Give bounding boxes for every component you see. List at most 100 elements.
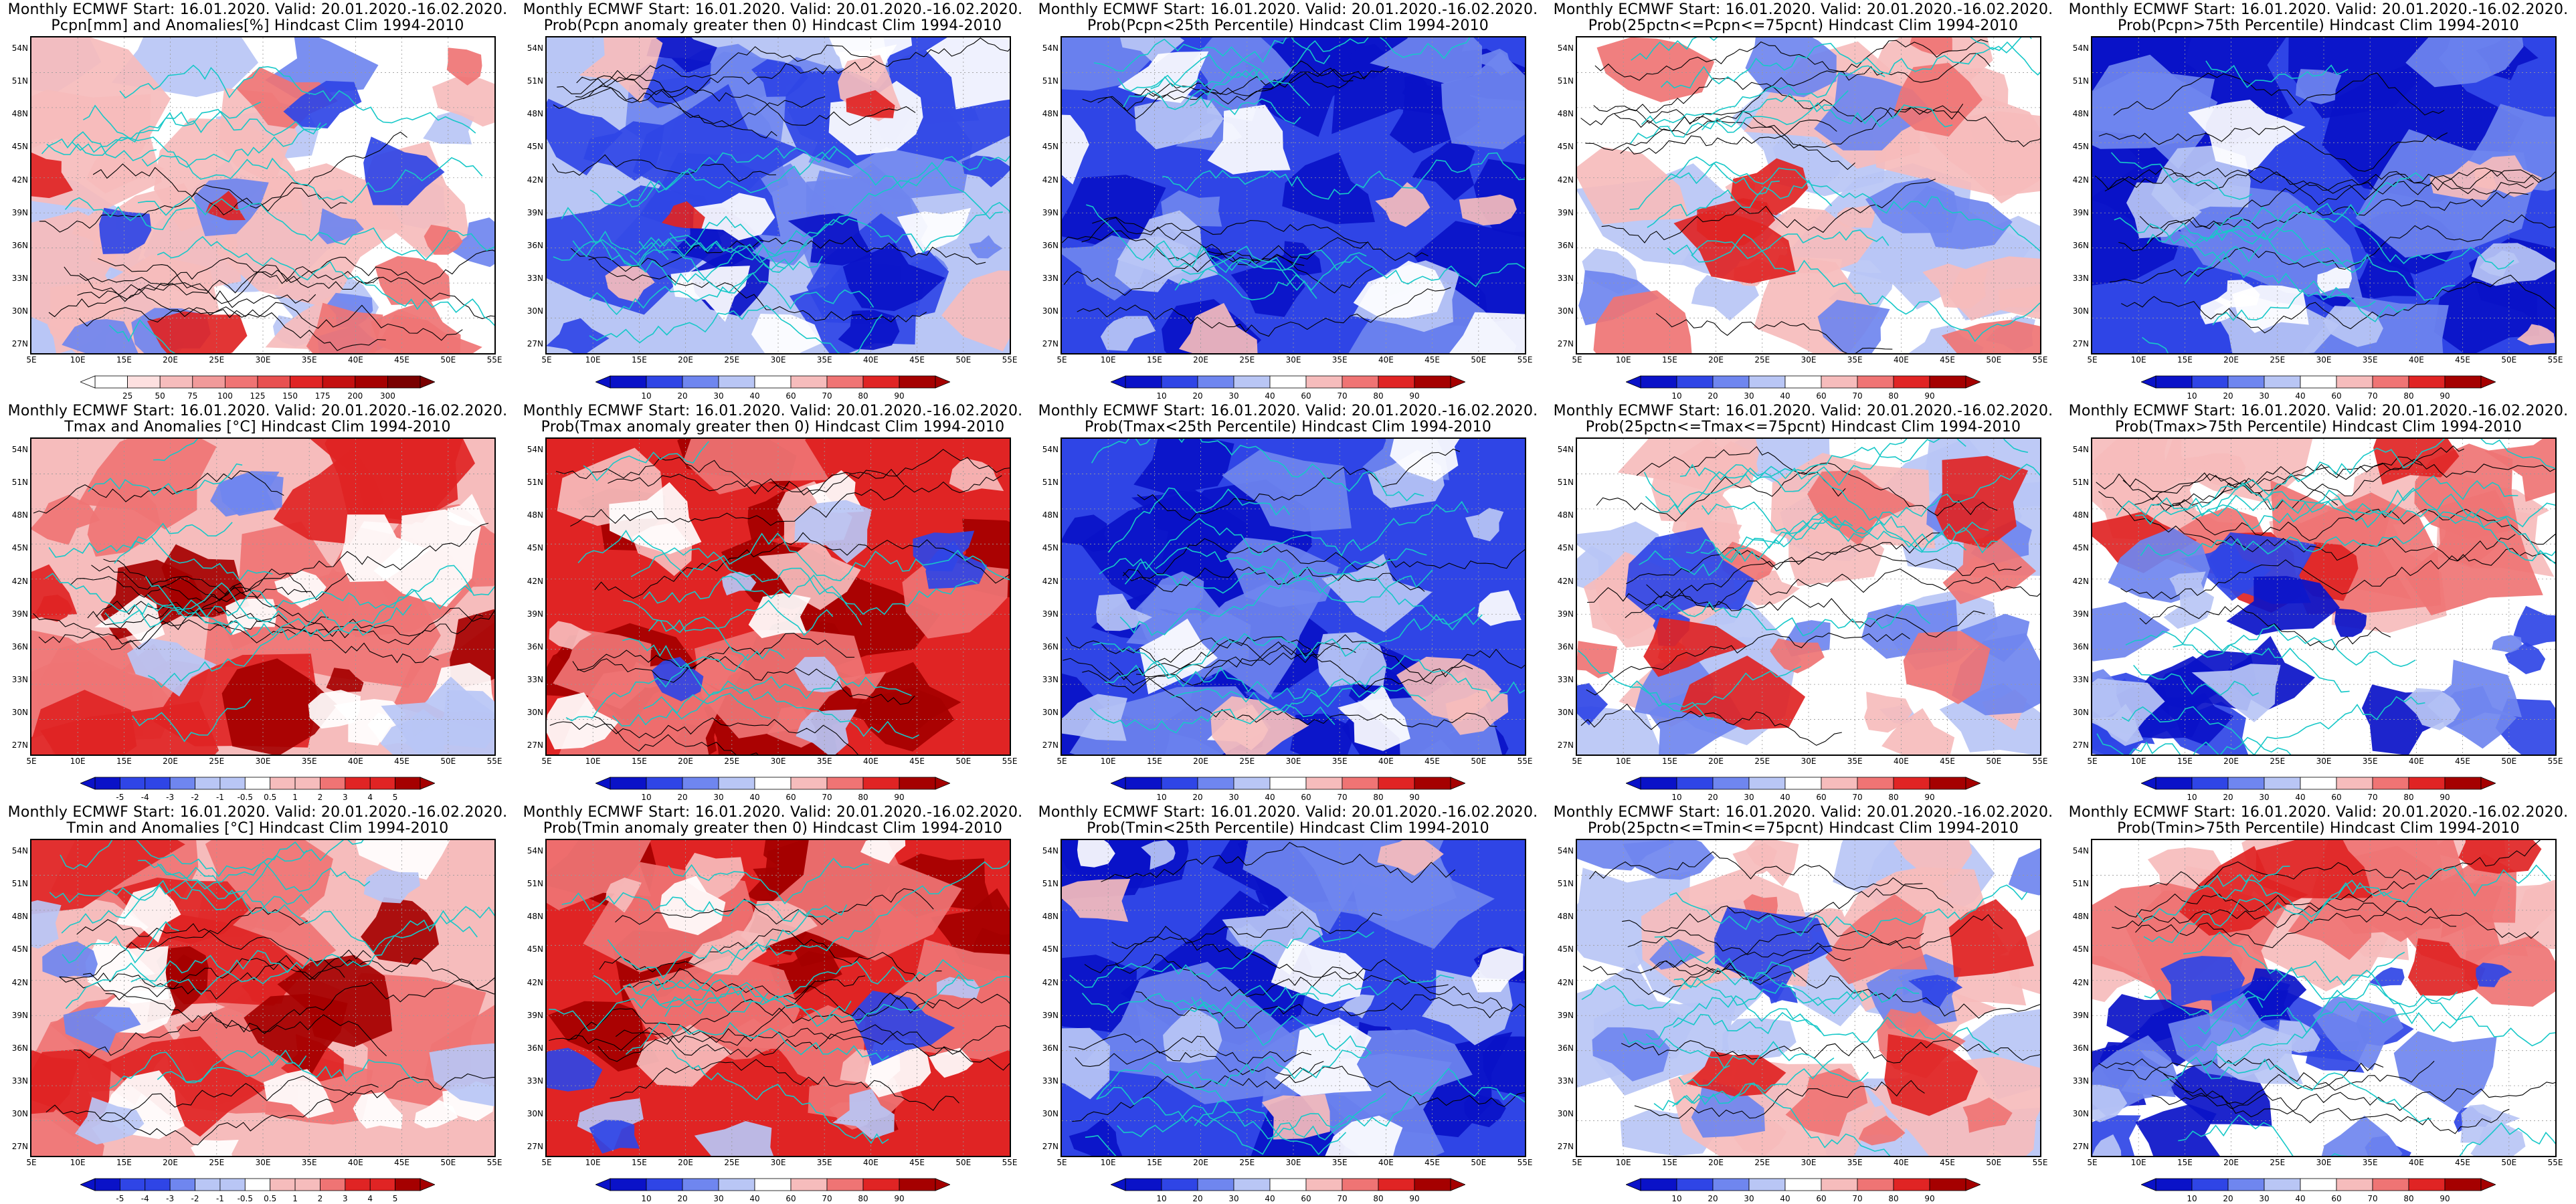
colorbar-swatch — [1712, 1178, 1750, 1191]
coastline — [671, 1049, 889, 1144]
colorbar-max-arrow — [420, 1178, 435, 1191]
contour-line — [1063, 634, 1473, 686]
colorbar-swatch — [718, 375, 755, 389]
field-patch — [2215, 280, 2260, 308]
colorbar-swatch — [1640, 777, 1677, 790]
colorbar-swatch — [1233, 1178, 1271, 1191]
contour-line — [615, 1029, 1010, 1071]
colorbar-tick-label: -1 — [215, 1194, 224, 1203]
contour-line — [2118, 173, 2534, 252]
colorbar-tick-label: 80 — [1888, 391, 1899, 401]
longitude-label: 10E — [1100, 1158, 1116, 1167]
colorbar-swatch — [1784, 1178, 1822, 1191]
longitude-label: 20E — [678, 757, 694, 766]
colorbar-swatch — [718, 1178, 755, 1191]
colorbar-tick-label: 20 — [1192, 1194, 1203, 1203]
field-patch — [796, 709, 857, 755]
colorbar-swatch — [369, 1178, 396, 1191]
contour-line — [33, 470, 284, 514]
longitude-label: 10E — [585, 355, 601, 365]
coastline — [2096, 733, 2292, 755]
coastline — [2143, 864, 2551, 944]
latitude-label: 36N — [1557, 641, 1574, 651]
coastline — [2198, 879, 2393, 918]
panel-title-line2: Prob(Pcpn>75th Percentile) Hindcast Clim… — [2118, 17, 2519, 34]
contour-line — [1082, 72, 1368, 112]
contour-line — [1063, 251, 1373, 296]
latitude-label: 45N — [11, 944, 28, 955]
field-patch — [2008, 847, 2040, 896]
longitude-label: 55E — [2032, 757, 2048, 766]
longitude-label: 45E — [2455, 355, 2471, 365]
colorbar-swatch — [1821, 375, 1858, 389]
coastline — [108, 1049, 307, 1089]
longitude-label: 55E — [486, 757, 502, 766]
contour-line — [1620, 119, 1837, 155]
colorbar-swatch — [1378, 1178, 1415, 1191]
colorbar-swatch — [345, 777, 371, 790]
longitude-label: 35E — [2362, 1158, 2378, 1167]
contour-line — [570, 247, 927, 323]
latitude-label: 48N — [527, 109, 543, 119]
colorbar-tick-label: 90 — [894, 391, 905, 401]
coastline — [145, 576, 288, 623]
latitude-label: 30N — [1042, 708, 1059, 718]
colorbar-tick-label: 200 — [347, 391, 363, 401]
field-patch — [1817, 300, 1890, 353]
colorbar-swatch — [192, 375, 225, 389]
field-patch — [404, 690, 494, 755]
contour-line — [39, 187, 347, 233]
panel-title-line2: Prob(Tmin<25th Percentile) Hindcast Clim… — [1087, 820, 1489, 837]
latitude-label: 54N — [1557, 444, 1574, 454]
field-patch — [836, 672, 887, 700]
colorbar-tick-label: 20 — [677, 391, 688, 401]
colorbar-min-arrow — [1111, 375, 1126, 389]
latitude-label: 51N — [527, 478, 543, 487]
colorbar-swatch — [1414, 375, 1451, 389]
colorbar-tick-label: 70 — [1337, 391, 1348, 401]
colorbar-swatch — [2336, 777, 2373, 790]
colorbar-tick-label: 10 — [1156, 793, 1167, 802]
map-field-svg — [547, 840, 1010, 1156]
field-patch — [1691, 275, 1759, 321]
colorbar-tick-label: 20 — [2223, 391, 2233, 401]
colorbar-tick-label: 80 — [2403, 1194, 2414, 1203]
colorbar-tick-label: 40 — [2295, 1194, 2306, 1203]
colorbar-swatch — [244, 777, 271, 790]
longitude-label: 40E — [1893, 757, 1909, 766]
longitude-label: 10E — [585, 1158, 601, 1167]
field-patch — [2092, 1134, 2122, 1156]
contour-line — [608, 449, 1010, 496]
colorbar-swatch — [1342, 777, 1379, 790]
colorbar-swatch — [119, 777, 146, 790]
colorbar-swatch — [2408, 777, 2446, 790]
longitude-label: 10E — [70, 1158, 86, 1167]
field-patch — [969, 235, 1003, 259]
coastline — [589, 148, 838, 207]
colorbar-swatch — [1161, 375, 1198, 389]
coastline — [49, 884, 309, 915]
colorbar-max-arrow — [935, 777, 950, 790]
longitude-label: 35E — [816, 757, 832, 766]
colorbar-tick-label: 90 — [2440, 793, 2450, 802]
contour-line — [2098, 491, 2555, 566]
colorbar-max-arrow — [1965, 1178, 1981, 1191]
map-panel: Monthly ECMWF Start: 16.01.2020. Valid: … — [2061, 401, 2576, 803]
field-patch — [721, 571, 757, 596]
coastline — [1645, 439, 1966, 516]
longitude-label: 45E — [1940, 1158, 1956, 1167]
colorbar-tick-label: -4 — [141, 1194, 149, 1203]
latitude-label: 30N — [2072, 708, 2089, 718]
colorbar-swatch — [1197, 1178, 1234, 1191]
colorbar-tick-label: 40 — [1265, 793, 1275, 802]
colorbar-tick-label: 80 — [2403, 793, 2414, 802]
latitude-label: 39N — [2072, 609, 2089, 619]
colorbar-tick-label: 70 — [1337, 1194, 1348, 1203]
longitude-label: 50E — [1471, 757, 1487, 766]
latitude-label: 42N — [11, 576, 28, 586]
colorbar-tick-label: 40 — [749, 793, 760, 802]
colorbar-swatch — [145, 1178, 171, 1191]
longitude-label: 30E — [770, 757, 786, 766]
longitude-label: 25E — [724, 1158, 740, 1167]
field-patch — [788, 213, 874, 266]
